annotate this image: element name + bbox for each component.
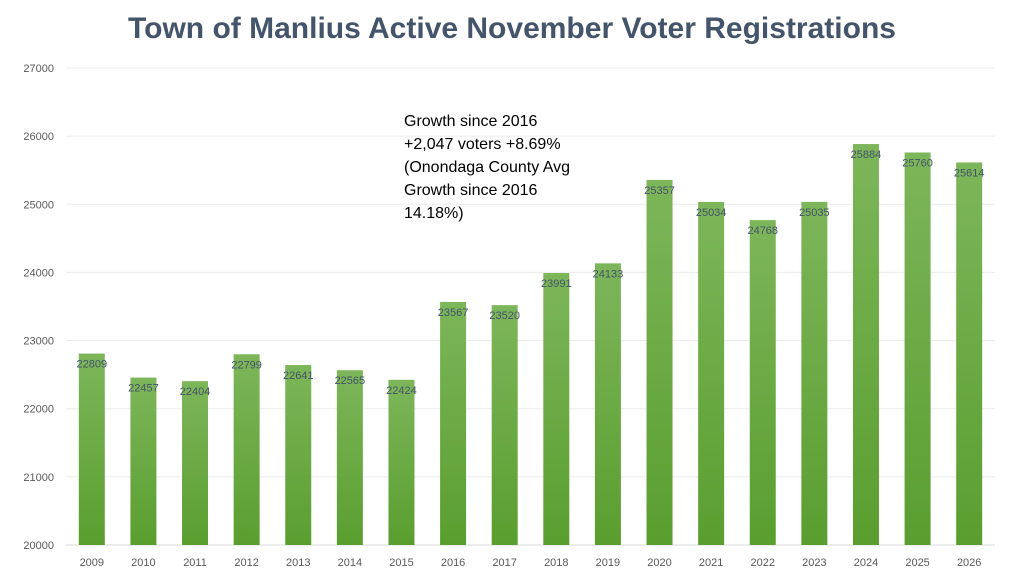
data-label: 24133 <box>593 268 624 280</box>
bar <box>440 301 467 545</box>
data-label: 22809 <box>77 359 108 371</box>
data-label: 22404 <box>180 386 211 398</box>
x-tick-label: 2026 <box>957 557 981 569</box>
x-tick-label: 2015 <box>389 557 413 569</box>
x-tick-label: 2011 <box>183 557 207 569</box>
data-label: 25760 <box>902 157 933 169</box>
bar <box>594 263 621 545</box>
x-tick-label: 2010 <box>131 557 155 569</box>
annotation-line: Growth since 2016 <box>404 113 538 130</box>
bar <box>78 353 105 545</box>
bar <box>646 179 673 545</box>
x-tick-label: 2025 <box>905 557 929 569</box>
data-label: 22565 <box>335 375 366 387</box>
bar <box>801 201 828 546</box>
y-tick-label: 27000 <box>23 63 54 75</box>
y-tick-label: 25000 <box>23 199 54 211</box>
annotation-line: (Onondaga County Avg <box>404 159 571 176</box>
bar <box>749 220 776 546</box>
x-tick-label: 2023 <box>802 557 826 569</box>
x-tick-label: 2022 <box>751 557 775 569</box>
data-label: 22641 <box>283 370 314 382</box>
y-tick-label: 20000 <box>23 540 54 552</box>
annotation-line: Growth since 2016 <box>404 182 538 199</box>
data-label: 22799 <box>231 359 262 371</box>
bar <box>233 354 260 545</box>
x-tick-label: 2016 <box>441 557 465 569</box>
x-tick-label: 2009 <box>80 557 104 569</box>
data-label: 25884 <box>851 149 882 161</box>
bar <box>904 152 931 546</box>
bar <box>491 305 518 545</box>
growth-annotation: Growth since 2016 +2,047 voters +8.69% (… <box>404 110 570 225</box>
bar <box>130 377 157 545</box>
bar <box>336 370 363 545</box>
annotation-line: 14.18%) <box>404 205 464 222</box>
data-label: 25357 <box>644 185 675 197</box>
x-tick-label: 2024 <box>854 557 878 569</box>
data-label: 25034 <box>696 207 727 219</box>
chart-title: Town of Manlius Active November Voter Re… <box>128 12 896 45</box>
bar <box>956 162 983 546</box>
data-label: 23991 <box>541 278 572 290</box>
data-label: 24768 <box>747 225 778 237</box>
y-tick-label: 23000 <box>23 336 54 348</box>
data-label: 23567 <box>438 307 469 319</box>
data-label: 23520 <box>489 310 520 322</box>
x-tick-label: 2013 <box>286 557 310 569</box>
data-label: 22457 <box>128 383 159 395</box>
bar <box>388 379 415 545</box>
y-tick-label: 26000 <box>23 131 54 143</box>
bar <box>852 144 879 545</box>
data-label: 22424 <box>386 385 417 397</box>
bar <box>698 201 725 545</box>
x-tick-label: 2021 <box>699 557 723 569</box>
annotation-line: +2,047 voters +8.69% <box>404 136 561 153</box>
data-label: 25614 <box>954 167 985 179</box>
x-tick-label: 2019 <box>596 557 620 569</box>
y-tick-label: 22000 <box>23 404 54 416</box>
data-label: 25035 <box>799 207 830 219</box>
bar <box>285 365 312 545</box>
x-tick-label: 2020 <box>647 557 671 569</box>
x-tick-label: 2014 <box>338 557 362 569</box>
x-tick-label: 2018 <box>544 557 568 569</box>
x-tick-label: 2017 <box>492 557 516 569</box>
bar <box>543 273 570 545</box>
y-tick-label: 24000 <box>23 267 54 279</box>
x-tick-label: 2012 <box>234 557 258 569</box>
bar <box>182 381 209 545</box>
y-tick-label: 21000 <box>23 472 54 484</box>
